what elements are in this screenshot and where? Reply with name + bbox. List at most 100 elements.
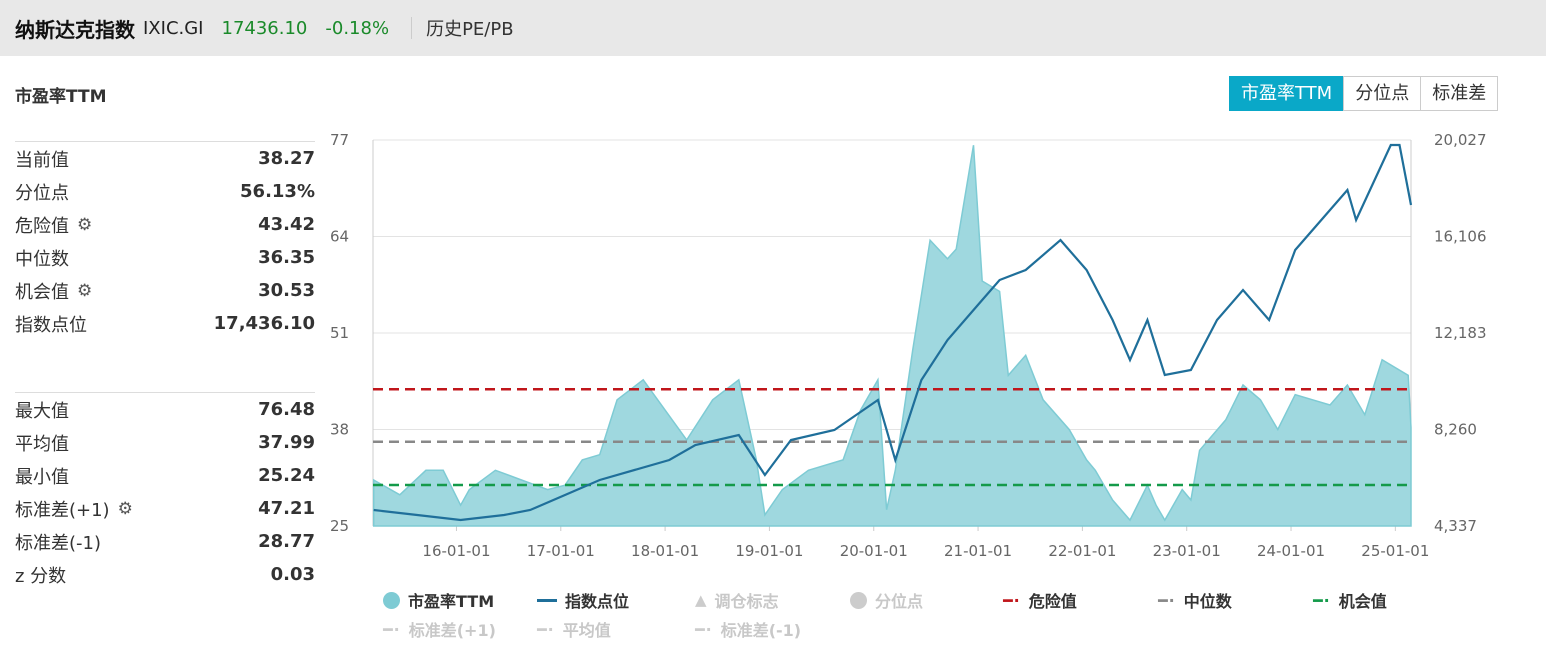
divider (15, 392, 315, 393)
tab-pe-ttm[interactable]: 市盈率TTM (1229, 76, 1345, 111)
legend-item[interactable]: 市盈率TTM (383, 588, 494, 612)
stat-value: 30.53 (258, 280, 315, 301)
x-axis-tick: 20-01-01 (840, 542, 908, 560)
pe-chart: 77 20,027 64 16,106 51 12,183 38 8,260 25 4,337 16… (330, 131, 1487, 560)
stat-row: 危险值 ⚙ 43.42 (15, 208, 315, 241)
legend-label: 中位数 (1183, 592, 1232, 611)
stat-value: 0.03 (270, 564, 315, 585)
stat-label: 分位点 (15, 182, 69, 204)
legend-item[interactable]: ━· 标准差(+1) (383, 617, 496, 641)
x-axis-tick: 17-01-01 (527, 542, 595, 560)
left-axis-tick: 38 (330, 421, 349, 439)
legend-item[interactable]: ━· 机会值 (1313, 588, 1387, 612)
stat-row: 标准差(+1) ⚙ 47.21 (15, 492, 315, 525)
history-pe-pb-link[interactable]: 历史PE/PB (426, 19, 514, 40)
legend-label: 标准差(-1) (720, 621, 802, 640)
stat-value: 17,436.10 (213, 313, 315, 334)
circle-icon (850, 591, 867, 609)
legend-item[interactable]: ━· 中位数 (1158, 588, 1232, 612)
stat-label: 标准差(+1) (15, 499, 110, 521)
left-axis-tick: 64 (330, 228, 349, 246)
legend-label: 危险值 (1028, 592, 1077, 611)
dash-dot-icon: ━· (1003, 590, 1021, 610)
x-axis-tick: 21-01-01 (944, 542, 1012, 560)
x-axis-tick: 24-01-01 (1257, 542, 1325, 560)
stats-current: 当前值 38.27 分位点 56.13% 危险值 ⚙ 43.42 中位数 36.35 机会值 ⚙ 30… (15, 142, 315, 340)
dash-dot-icon: ━· (695, 619, 713, 639)
tab-percentile[interactable]: 分位点 (1343, 76, 1422, 111)
right-axis-tick: 8,260 (1434, 421, 1477, 439)
stat-value: 37.99 (258, 432, 315, 453)
legend-item[interactable]: 分位点 (850, 588, 923, 612)
gear-icon[interactable]: ⚙ (77, 280, 93, 301)
legend-label: 指数点位 (565, 592, 630, 611)
stat-row: 中位数 36.35 (15, 241, 315, 274)
right-axis-tick: 4,337 (1434, 517, 1477, 535)
left-axis-tick: 51 (330, 324, 349, 342)
stat-label: 标准差(-1) (15, 532, 101, 554)
stat-value: 47.21 (258, 498, 315, 519)
pe-ttm-area (372, 145, 1412, 527)
stats-history: 最大值 76.48 平均值 37.99 最小值 25.24 标准差(+1) ⚙ 47.21 标准差… (15, 393, 315, 591)
page-header: 纳斯达克指数 IXIC.GI 17436.10 -0.18% 历史PE/PB (0, 0, 1546, 56)
x-axis-tick: 16-01-01 (422, 542, 490, 560)
legend-label: 调仓标志 (714, 592, 779, 611)
left-axis-tick: 77 (330, 131, 349, 149)
stat-row: 平均值 37.99 (15, 426, 315, 459)
right-axis-tick: 16,106 (1434, 228, 1487, 246)
divider (15, 141, 315, 142)
stat-label: 最小值 (15, 466, 69, 488)
legend-label: 市盈率TTM (408, 592, 495, 611)
stat-value: 43.42 (258, 214, 315, 235)
legend-item[interactable]: ━· 危险值 (1003, 588, 1077, 612)
legend-label: 分位点 (875, 592, 924, 611)
gear-icon[interactable]: ⚙ (77, 214, 93, 235)
stat-label: 指数点位 (15, 314, 87, 336)
stat-row: 指数点位 17,436.10 (15, 307, 315, 340)
stat-value: 28.77 (258, 531, 315, 552)
line-icon (537, 598, 557, 602)
stat-label: 中位数 (15, 248, 69, 270)
dash-dot-icon: ━· (383, 619, 401, 639)
index-price: 17436.10 (221, 17, 308, 39)
legend-item[interactable]: 指数点位 (537, 588, 629, 612)
index-change: -0.18% (325, 17, 390, 39)
dash-dot-icon: ━· (1313, 590, 1331, 610)
x-axis-tick: 23-01-01 (1153, 542, 1221, 560)
legend-item[interactable]: ━· 平均值 (537, 617, 611, 641)
stat-row: 最小值 25.24 (15, 459, 315, 492)
dash-dot-icon: ━· (1158, 590, 1176, 610)
index-code: IXIC.GI (143, 17, 204, 39)
section-title: 市盈率TTM (15, 87, 107, 107)
gear-icon[interactable]: ⚙ (117, 498, 133, 519)
stat-row: 当前值 38.27 (15, 142, 315, 175)
x-axis-tick: 19-01-01 (735, 542, 803, 560)
stat-row: 机会值 ⚙ 30.53 (15, 274, 315, 307)
right-axis-tick: 12,183 (1434, 324, 1487, 342)
legend-item[interactable]: ▲ 调仓标志 (695, 588, 779, 612)
legend-label: 标准差(+1) (408, 621, 496, 640)
right-axis-tick: 20,027 (1434, 131, 1487, 149)
legend-label: 平均值 (562, 621, 611, 640)
divider (411, 17, 413, 39)
stat-row: z 分数 0.03 (15, 558, 315, 591)
stat-value: 25.24 (258, 465, 315, 486)
index-line (373, 143, 1413, 522)
index-name: 纳斯达克指数 (15, 17, 135, 42)
circle-icon (383, 591, 400, 609)
stat-row: 标准差(-1) 28.77 (15, 525, 315, 558)
metric-tabs: 市盈率TTM 分位点 标准差 (1229, 76, 1499, 111)
x-axis-tick: 25-01-01 (1361, 542, 1429, 560)
stat-label: 平均值 (15, 433, 69, 455)
legend-label: 机会值 (1338, 592, 1387, 611)
dash-dot-icon: ━· (537, 619, 555, 639)
stat-value: 38.27 (258, 148, 315, 169)
stat-label: 机会值 (15, 281, 69, 303)
left-axis-tick: 25 (330, 517, 349, 535)
stat-row: 最大值 76.48 (15, 393, 315, 426)
x-axis-tick: 18-01-01 (631, 542, 699, 560)
stat-row: 分位点 56.13% (15, 175, 315, 208)
triangle-icon: ▲ (695, 591, 707, 609)
legend-item[interactable]: ━· 标准差(-1) (695, 617, 801, 641)
tab-std-dev[interactable]: 标准差 (1420, 76, 1499, 111)
